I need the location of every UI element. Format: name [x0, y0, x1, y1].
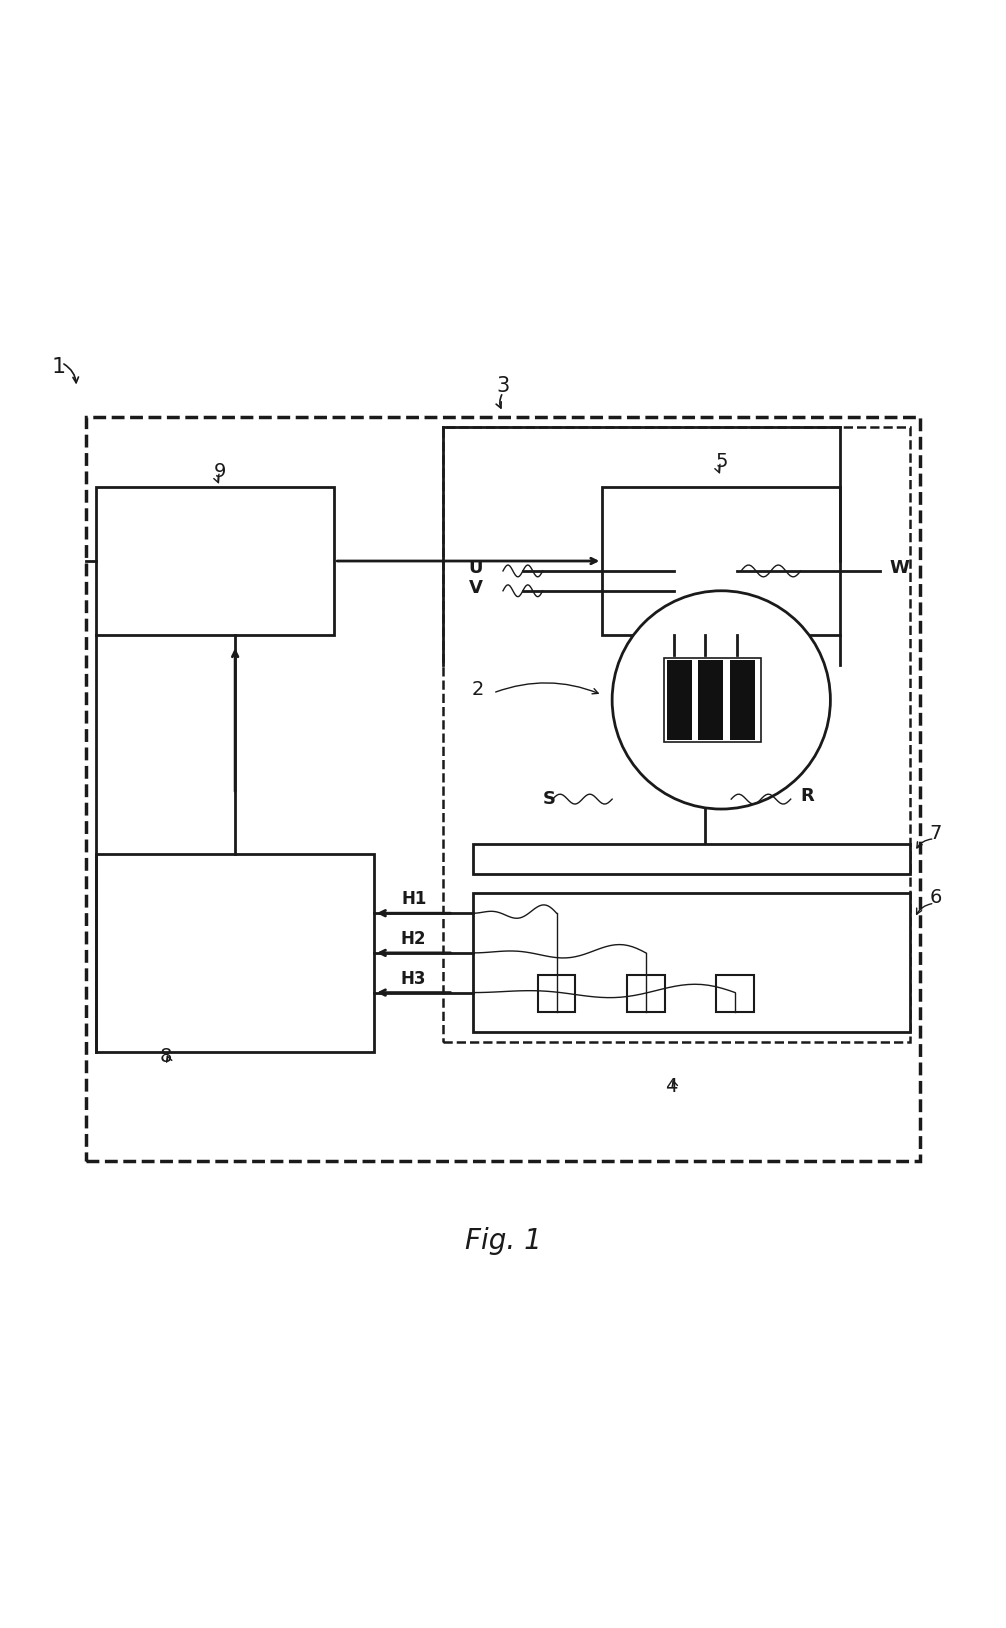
Text: 5: 5	[715, 451, 727, 470]
Text: 4: 4	[666, 1076, 678, 1096]
Text: H3: H3	[401, 970, 427, 988]
Circle shape	[612, 591, 830, 809]
Text: Fig. 1: Fig. 1	[465, 1226, 541, 1255]
Bar	[698, 661, 723, 739]
Text: 7: 7	[930, 824, 942, 843]
Text: W: W	[890, 558, 909, 576]
Bar	[473, 843, 909, 874]
Bar	[603, 487, 840, 635]
Text: H1: H1	[401, 891, 427, 908]
Bar	[664, 658, 761, 742]
Text: R: R	[801, 788, 815, 806]
Text: S: S	[542, 790, 555, 807]
Text: 2: 2	[472, 681, 484, 698]
Bar	[538, 975, 575, 1013]
Bar	[716, 975, 754, 1013]
Text: 3: 3	[496, 376, 510, 396]
Bar	[97, 487, 334, 635]
Text: 6: 6	[930, 889, 942, 907]
Text: 1: 1	[51, 357, 65, 376]
Bar	[87, 417, 919, 1161]
Text: 8: 8	[160, 1047, 172, 1066]
Text: U: U	[469, 558, 483, 576]
Bar	[97, 853, 374, 1052]
Text: V: V	[469, 580, 483, 597]
Bar	[667, 661, 691, 739]
Bar	[473, 894, 909, 1032]
Bar	[444, 427, 909, 1042]
Text: 9: 9	[214, 462, 226, 480]
Text: H2: H2	[401, 930, 427, 947]
Bar	[730, 661, 754, 739]
Bar	[627, 975, 665, 1013]
